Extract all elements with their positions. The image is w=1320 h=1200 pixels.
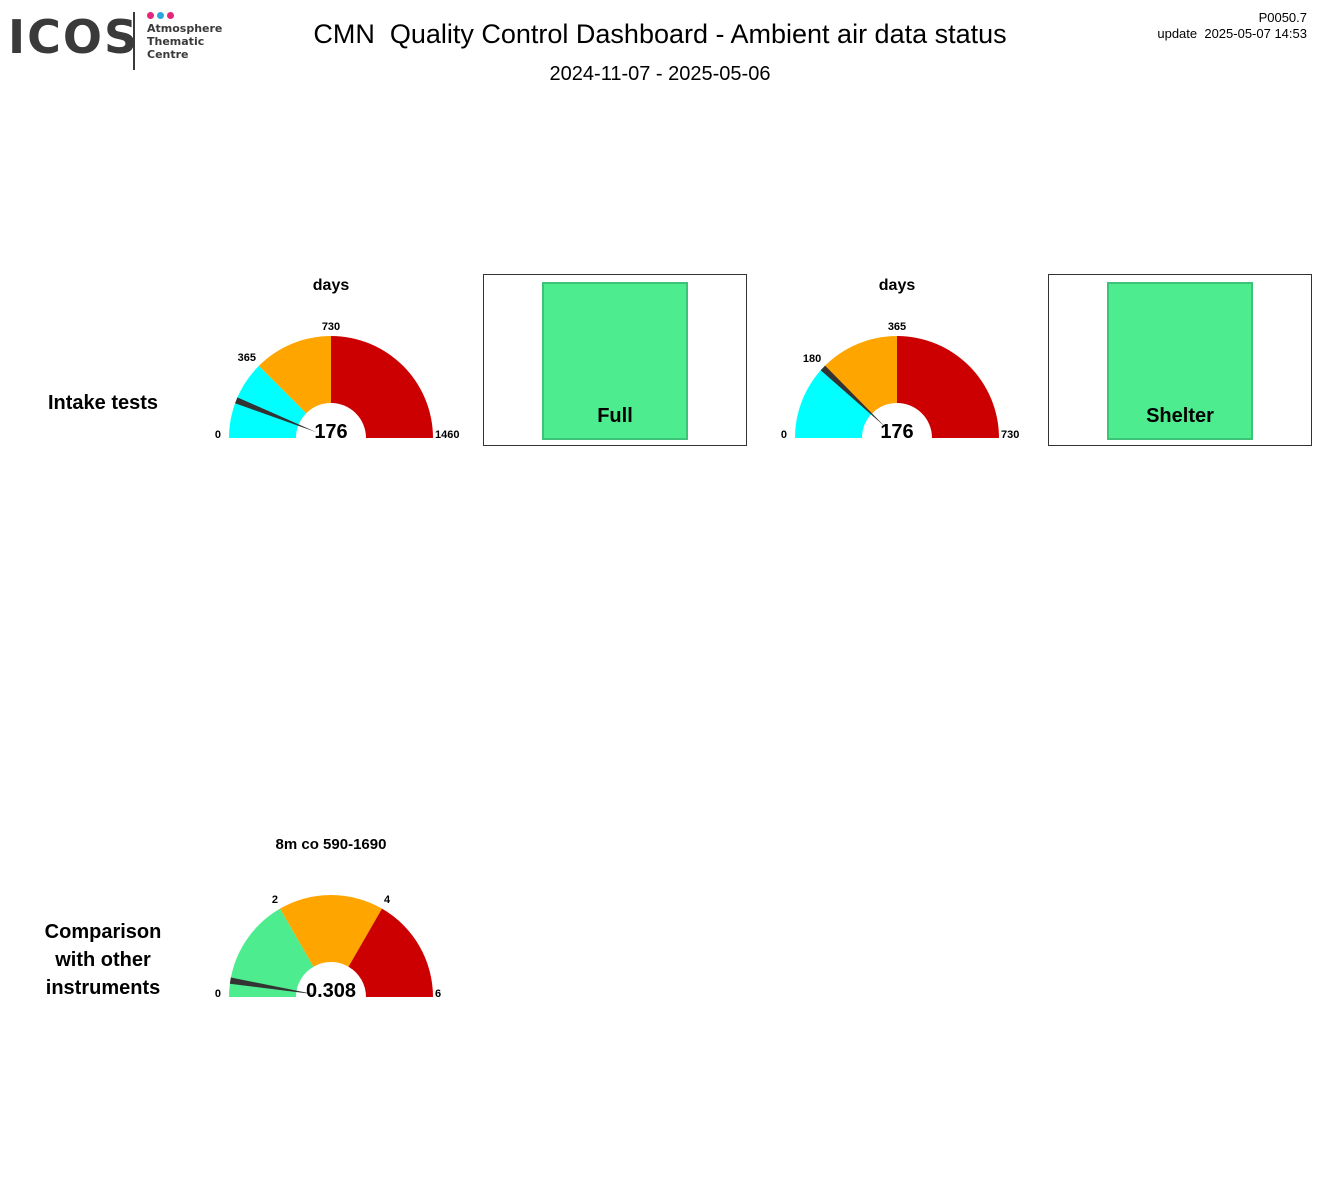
logo-dot [167,12,174,19]
gauge-intake-1: 0 365 730 1460 days 176 [205,270,465,450]
gauge-band [229,908,314,997]
gauge-svg: 0 2 4 6 8m co 590-1690 0.308 [215,836,441,1002]
gauge-title: days [313,277,350,294]
gauge-tick-label: 730 [322,321,340,333]
gauge-tick-label: 365 [238,352,256,364]
gauge-band [348,908,433,997]
gauge-tick-label: 0 [215,429,221,441]
logo-line-3: Centre [147,48,189,61]
gauge-intake-2: 0 180 365 730 days 176 [771,270,1031,450]
gauge-value: 176 [314,421,347,443]
row-label-intake-tests: Intake tests [47,392,159,414]
gauge-band [897,336,999,438]
gauge-title: days [879,277,916,294]
gauge-tick-label: 0 [781,429,787,441]
gauge-tick-label: 6 [435,988,441,1000]
gauge-needle [229,977,316,995]
gauge-needle [820,365,886,428]
logo-subtitle: Atmosphere Thematic Centre [147,22,222,61]
gauge-tick-label: 180 [803,353,821,365]
logo-dot [147,12,154,19]
gauge-tick-label: 2 [272,894,278,906]
date-range: 2024-11-07 - 2025-05-06 [549,63,771,85]
gauge-tick-label: 0 [215,988,221,1000]
status-fill [542,282,688,440]
version-label: P0050.7 [1258,10,1307,25]
gauge-band [280,895,382,967]
page-title: CMN Quality Control Dashboard - Ambient … [313,19,1007,49]
gauge-value: 176 [880,421,913,443]
status-label: Shelter [1146,405,1214,427]
logo-line-2: Thematic [147,35,205,48]
gauge-band [795,366,872,438]
gauge-tick-label: 4 [384,894,391,906]
gauge-svg: 0 180 365 730 days 176 [781,277,1019,443]
logo-divider [133,12,135,70]
status-box-shelter: Shelter [1048,274,1312,446]
row-label-comparison-text: Comparison with other instruments [44,921,162,999]
logo-line-1: Atmosphere [147,22,223,35]
gauge-comparison: 0 2 4 6 8m co 590-1690 0.308 [205,829,465,1009]
logo-dot [157,12,164,19]
gauge-needle [235,397,317,433]
update-timestamp: update 2025-05-07 14:53 [1157,26,1307,41]
gauge-value: 0.308 [306,980,356,1002]
gauge-band [331,336,433,438]
status-label: Full [597,405,633,427]
gauge-tick-label: 730 [1001,429,1019,441]
gauge-band [824,336,897,414]
icos-logo: ICOS Atmosphere Thematic Centre [8,8,228,74]
gauge-tick-label: 1460 [435,429,459,441]
gauge-tick-label: 365 [888,321,906,333]
logo-dots [147,12,174,19]
row-label-comparison: Comparison with other instruments [3,890,203,1002]
gauge-band [258,336,331,414]
gauge-svg: 0 365 730 1460 days 176 [215,277,460,443]
gauge-title: 8m co 590-1690 [276,836,387,853]
logo-brand-text: ICOS [8,10,140,64]
status-fill [1107,282,1253,440]
status-box-full: Full [483,274,747,446]
